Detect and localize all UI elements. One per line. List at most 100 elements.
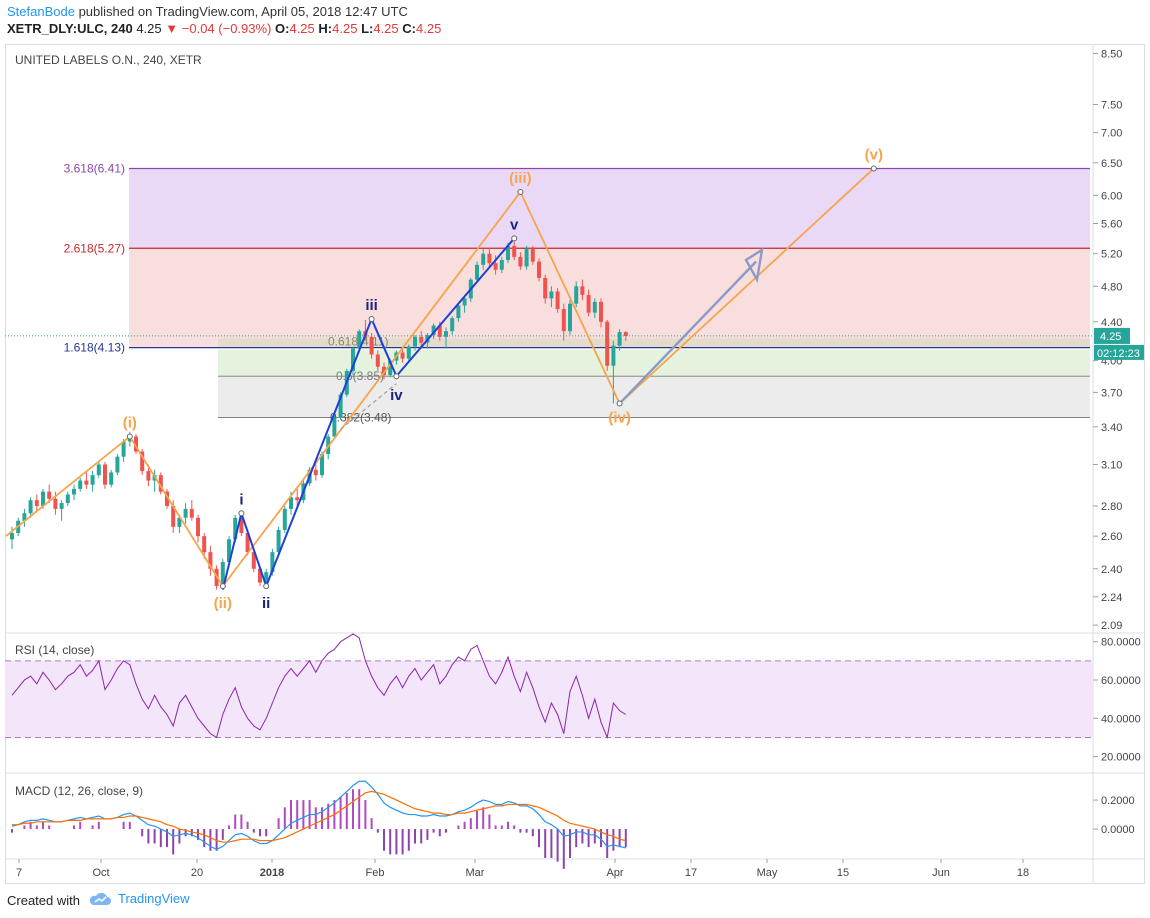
open-label: O: bbox=[275, 21, 290, 36]
price-tick-label: 3.40 bbox=[1101, 422, 1122, 434]
price-tick-label: 6.00 bbox=[1101, 190, 1122, 202]
candle-body bbox=[561, 309, 566, 332]
price-tick-label: 7.50 bbox=[1101, 99, 1122, 111]
candle-body bbox=[481, 253, 486, 265]
blue-wave-path bbox=[221, 237, 515, 590]
fib-zone-361-261 bbox=[129, 168, 1090, 249]
tradingview-brand-label: TradingView bbox=[118, 891, 190, 906]
projection-arrow-shaft bbox=[618, 260, 757, 405]
low-label: L: bbox=[361, 21, 374, 36]
chart-canvas[interactable]: 3.618(6.41)2.618(5.27)1.618(4.13)0.618(4… bbox=[5, 44, 1145, 884]
candle-body bbox=[189, 508, 194, 518]
wave-pivot-marker bbox=[263, 583, 270, 590]
high-label: H: bbox=[318, 21, 333, 36]
price-axis: 8.507.507.006.506.005.605.204.804.404.00… bbox=[1093, 48, 1144, 632]
wave-label: v bbox=[510, 216, 519, 233]
candle-body bbox=[555, 291, 560, 310]
rsi-line bbox=[11, 633, 627, 740]
candle-body bbox=[462, 298, 467, 306]
low-value: 4.25 bbox=[373, 21, 399, 36]
candle-body bbox=[568, 303, 572, 332]
price-tick-label: 2.09 bbox=[1101, 620, 1122, 632]
candle-body bbox=[115, 456, 120, 473]
wave-pivot-marker bbox=[238, 510, 245, 517]
author-link[interactable]: StefanBode bbox=[7, 4, 75, 19]
candle-body bbox=[617, 332, 622, 346]
macd-signal-line bbox=[12, 790, 626, 843]
candle-body bbox=[499, 260, 504, 270]
close-value: 4.25 bbox=[416, 21, 442, 36]
candle-body bbox=[592, 301, 597, 313]
candle-body bbox=[28, 500, 33, 514]
price-tick-label: 2.80 bbox=[1101, 501, 1122, 513]
fibonacci-levels: 3.618(6.41)2.618(5.27)1.618(4.13)0.618(4… bbox=[64, 161, 1090, 424]
time-tick-label: 20 bbox=[191, 867, 203, 879]
down-triangle-icon: ▼ bbox=[165, 21, 179, 36]
time-tick-label: 2018 bbox=[260, 867, 284, 879]
fib-label-3618: 3.618(6.41) bbox=[64, 161, 125, 175]
high-value: 4.25 bbox=[332, 21, 358, 36]
candle-body bbox=[351, 348, 355, 371]
candle-body bbox=[388, 360, 393, 376]
wave-pivot-marker bbox=[511, 235, 518, 242]
rsi-pane: 80.0000 60.0000 40.0000 20.0000 bbox=[5, 633, 1141, 764]
macd-title: MACD (12, 26, close, 9) bbox=[15, 784, 143, 798]
time-tick-label: 18 bbox=[1017, 867, 1029, 879]
price-tick-label: 3.70 bbox=[1101, 387, 1122, 399]
macd-tick-label: 0.0000 bbox=[1101, 824, 1135, 836]
time-tick-label: Jun bbox=[932, 867, 950, 879]
fib-zone-161-061 bbox=[218, 338, 1090, 348]
candle-body bbox=[406, 346, 411, 359]
time-tick-label: 17 bbox=[685, 867, 697, 879]
candle-body bbox=[611, 345, 616, 366]
candle-body bbox=[121, 441, 126, 457]
wave-label: iv bbox=[390, 387, 403, 404]
wave-pivot-marker bbox=[870, 165, 877, 172]
candle-body bbox=[524, 249, 529, 267]
time-tick-label: Mar bbox=[466, 867, 485, 879]
candle-body bbox=[338, 394, 343, 418]
ohlc-line: XETR_DLY:ULC, 240 4.25 ▼ −0.04 (−0.93%) … bbox=[7, 21, 441, 36]
candle-body bbox=[512, 245, 517, 257]
price-tick-label: 4.80 bbox=[1101, 281, 1122, 293]
candle-body bbox=[580, 286, 585, 295]
candle-body bbox=[475, 264, 479, 280]
candle-body bbox=[518, 256, 523, 267]
candle-body bbox=[171, 505, 176, 527]
candle-body bbox=[90, 475, 95, 485]
tradingview-cloud-icon bbox=[89, 892, 111, 905]
candle-body bbox=[400, 352, 405, 359]
candle-body bbox=[530, 249, 535, 262]
last-price: 4.25 bbox=[136, 21, 162, 36]
candle-body bbox=[437, 325, 442, 337]
fib-label-1618: 1.618(4.13) bbox=[64, 341, 125, 355]
candle-body bbox=[183, 508, 188, 518]
candle-body bbox=[506, 245, 510, 261]
candle-body bbox=[103, 464, 107, 485]
wave-label: (iv) bbox=[608, 410, 631, 427]
candle-body bbox=[276, 529, 281, 553]
candle-body bbox=[444, 331, 448, 337]
countdown-tag-label: 02:12:23 bbox=[1097, 348, 1140, 360]
tradingview-link[interactable]: TradingView bbox=[88, 891, 190, 906]
price-tick-label: 8.50 bbox=[1101, 48, 1122, 60]
candle-body bbox=[165, 491, 169, 506]
candle-body bbox=[34, 500, 39, 506]
candle-body bbox=[357, 331, 362, 349]
fib-zone-261-161 bbox=[129, 248, 1090, 348]
time-tick-label: 15 bbox=[837, 867, 849, 879]
orange-wave-path bbox=[5, 167, 875, 588]
price-tick-label: 3.10 bbox=[1101, 459, 1122, 471]
wave-pivot-marker bbox=[368, 316, 375, 323]
wave-label: (iii) bbox=[509, 170, 532, 187]
candle-body bbox=[599, 301, 603, 322]
price-tick-label: 2.40 bbox=[1101, 564, 1122, 576]
projection-arrow-head bbox=[744, 247, 764, 284]
publish-line: StefanBode published on TradingView.com,… bbox=[7, 4, 408, 19]
candle-body bbox=[313, 469, 318, 476]
last-price-tag-label: 4.25 bbox=[1100, 331, 1121, 343]
fib-label-2618: 2.618(5.27) bbox=[64, 241, 125, 255]
wave-label: ii bbox=[262, 595, 270, 612]
candle-body bbox=[146, 471, 151, 481]
wave-pivot-marker bbox=[393, 373, 400, 380]
